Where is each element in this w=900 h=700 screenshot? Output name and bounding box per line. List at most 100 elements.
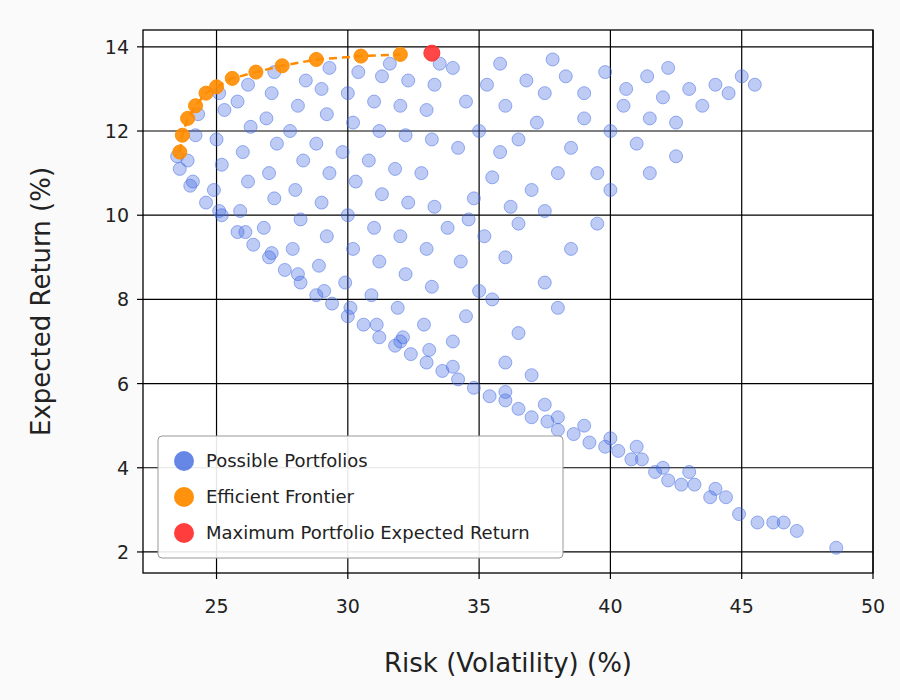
point <box>225 71 239 85</box>
x-tick <box>872 573 873 579</box>
point <box>236 146 249 159</box>
x-tick-label: 30 <box>336 595 360 617</box>
point <box>315 196 328 209</box>
y-tick <box>137 46 143 47</box>
point <box>520 74 533 87</box>
x-tick <box>479 573 480 579</box>
point <box>239 226 252 239</box>
point <box>459 310 472 323</box>
point <box>242 175 255 188</box>
point <box>370 318 383 331</box>
point <box>683 82 696 95</box>
point <box>446 360 459 373</box>
point <box>452 373 465 386</box>
legend-label: Maximum Portfolio Expected Return <box>206 522 530 543</box>
point <box>591 217 604 230</box>
legend-box <box>158 436 563 558</box>
point <box>454 255 467 268</box>
point <box>249 65 263 79</box>
y-tick <box>137 383 143 384</box>
point <box>291 268 304 281</box>
grid <box>143 30 873 573</box>
legend-label: Possible Portfolios <box>206 450 368 471</box>
point <box>467 381 480 394</box>
x-tick <box>347 573 348 579</box>
x-grid-line <box>741 30 742 573</box>
point <box>404 348 417 361</box>
point <box>604 432 617 445</box>
x-tick <box>610 573 611 579</box>
point <box>538 276 551 289</box>
point <box>420 356 433 369</box>
point <box>396 331 409 344</box>
point <box>347 242 360 255</box>
point <box>591 167 604 180</box>
point <box>291 99 304 112</box>
point <box>735 70 748 83</box>
frontier-line <box>180 54 401 152</box>
point <box>417 318 430 331</box>
point <box>441 221 454 234</box>
point <box>643 112 656 125</box>
y-grid-line <box>143 215 873 216</box>
point <box>425 280 438 293</box>
point <box>473 125 486 138</box>
point <box>265 247 278 260</box>
point <box>263 167 276 180</box>
y-grid-line <box>143 46 873 47</box>
legend-marker <box>174 523 194 543</box>
point <box>373 331 386 344</box>
point <box>565 141 578 154</box>
point <box>344 301 357 314</box>
point <box>186 175 199 188</box>
plot-area <box>143 30 873 573</box>
point <box>181 111 195 125</box>
x-tick-label: 35 <box>467 595 491 617</box>
y-tick-label: 2 <box>117 541 129 563</box>
point <box>393 47 407 61</box>
point <box>428 200 441 213</box>
point <box>696 99 709 112</box>
point <box>362 154 375 167</box>
point <box>662 474 675 487</box>
point <box>578 112 591 125</box>
point <box>265 87 278 100</box>
point <box>630 137 643 150</box>
point <box>530 116 543 129</box>
x-tick-label: 50 <box>861 595 885 617</box>
point <box>551 301 564 314</box>
point <box>494 57 507 70</box>
point <box>748 78 761 91</box>
point <box>210 133 223 146</box>
point <box>499 386 512 399</box>
legend: Possible PortfoliosEfficient FrontierMax… <box>158 436 563 558</box>
point <box>504 200 517 213</box>
point <box>512 217 525 230</box>
plot-frame <box>143 30 873 573</box>
point <box>512 402 525 415</box>
point <box>289 183 302 196</box>
point <box>383 57 396 70</box>
point <box>452 141 465 154</box>
point <box>375 188 388 201</box>
point <box>286 242 299 255</box>
point <box>336 146 349 159</box>
point <box>480 78 493 91</box>
point <box>312 259 325 272</box>
point <box>200 196 213 209</box>
point <box>709 78 722 91</box>
point <box>641 70 654 83</box>
point <box>394 99 407 112</box>
point <box>231 95 244 108</box>
point <box>257 221 270 234</box>
point <box>478 230 491 243</box>
point <box>318 284 331 297</box>
point <box>683 465 696 478</box>
point <box>275 59 289 73</box>
point <box>297 154 310 167</box>
point <box>320 230 333 243</box>
point <box>309 52 323 66</box>
point <box>420 103 433 116</box>
y-grid-line <box>143 299 873 300</box>
point <box>709 482 722 495</box>
